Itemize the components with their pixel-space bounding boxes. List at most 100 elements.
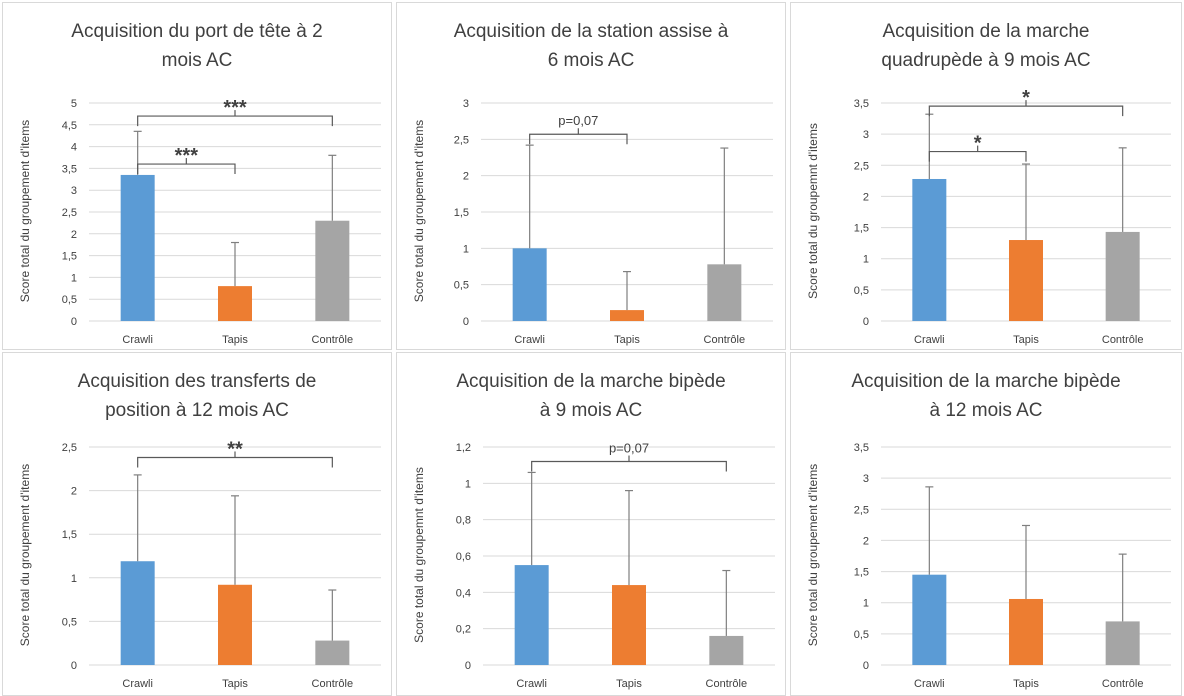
x-tick-label: Tapis xyxy=(222,678,248,690)
y-tick-label: 3 xyxy=(863,473,869,485)
y-tick-label: 1 xyxy=(465,478,471,490)
y-tick-label: 1,5 xyxy=(854,223,869,235)
bar-crawli xyxy=(512,248,547,321)
x-tick-label: Tapis xyxy=(222,334,248,346)
y-tick-label: 0,5 xyxy=(62,294,77,306)
chart-panel-biped-walk-9: 0 0,2 0,4 0,6 0,8 1 1,2 Crawli Tapis Contrôle p=0,… xyxy=(396,352,786,696)
bar-tapis xyxy=(1009,598,1043,665)
y-tick-label: 0,8 xyxy=(456,515,471,527)
y-tick-label: 4 xyxy=(71,142,77,154)
y-tick-label: 3 xyxy=(71,185,77,197)
y-tick-label: 3,5 xyxy=(854,98,869,110)
significance-label: p=0,07 xyxy=(609,441,649,456)
bar-crawli xyxy=(514,565,549,665)
y-tick-label: 2,5 xyxy=(454,134,469,146)
chart-plot: 0 0,5 1 1,5 2 2,5 3 3,5 Crawli Tapis Contrôle xyxy=(854,442,1171,690)
y-axis-label: Score total du groupemnt d'items xyxy=(412,467,426,643)
y-axis-label: Score total du groupement d'items xyxy=(18,463,32,647)
y-tick-label: 2 xyxy=(71,486,77,498)
y-tick-label: 0 xyxy=(463,316,469,328)
y-axis-label: Score total du groupement d'items xyxy=(18,119,32,303)
chart-title: Acquisition du port de tête à 2 mois AC xyxy=(71,21,323,71)
x-tick-label: Crawli xyxy=(122,678,153,690)
x-tick-label: Contrôle xyxy=(704,334,746,346)
x-tick-label: Contrôle xyxy=(1102,334,1144,346)
y-tick-label: 3,5 xyxy=(854,442,869,454)
chart-plot: 0 0,5 1 1,5 2 2,5 3 Crawli Tapis Contrôle p=0,07 xyxy=(454,98,773,346)
y-tick-label: 0,5 xyxy=(62,616,77,628)
bar-controle xyxy=(1105,231,1140,321)
significance-label: *** xyxy=(175,145,199,167)
y-tick-label: 0 xyxy=(863,660,869,672)
bar-crawli xyxy=(912,574,947,665)
y-tick-label: 3 xyxy=(463,98,469,110)
significance-bracket xyxy=(531,460,727,472)
significance-bracket xyxy=(529,133,628,145)
bar-crawli xyxy=(120,174,155,321)
x-tick-label: Tapis xyxy=(1013,334,1039,346)
chart-title: Acquisition de la marche bipède à 12 moi… xyxy=(851,371,1121,421)
y-tick-label: 2 xyxy=(463,171,469,183)
x-tick-label: Contrôle xyxy=(312,678,354,690)
chart-plot: 0 0,2 0,4 0,6 0,8 1 1,2 Crawli Tapis Contrôle p=0,… xyxy=(456,441,775,690)
bar-tapis xyxy=(218,286,252,321)
significance-label: * xyxy=(1022,87,1030,109)
bar-crawli xyxy=(912,178,947,321)
x-tick-label: Tapis xyxy=(614,334,640,346)
y-tick-label: 1 xyxy=(863,254,869,266)
y-tick-label: 2 xyxy=(71,229,77,241)
chart-title: Acquisition de la marche bipède à 9 mois… xyxy=(456,371,726,421)
bar-tapis xyxy=(218,584,252,665)
y-axis-label: Score total du groupement d'items xyxy=(806,463,820,647)
chart-panel-transfers: 0 0,5 1 1,5 2 2,5 Crawli Tapis Contrôle ** Acquis… xyxy=(2,352,392,696)
y-tick-label: 1 xyxy=(863,598,869,610)
x-tick-label: Tapis xyxy=(1013,678,1039,690)
y-tick-label: 2,5 xyxy=(854,504,869,516)
bar-controle xyxy=(707,264,742,321)
y-tick-label: 1 xyxy=(71,573,77,585)
bar-controle xyxy=(709,635,744,665)
bar-tapis xyxy=(612,585,646,665)
y-tick-label: 2,5 xyxy=(854,160,869,172)
x-tick-label: Contrôle xyxy=(706,678,748,690)
y-tick-label: 1,5 xyxy=(454,207,469,219)
chart-title: Acquisition de la marche quadrupède à 9 … xyxy=(881,21,1091,71)
y-tick-label: 0,6 xyxy=(456,551,471,563)
x-tick-label: Crawli xyxy=(914,678,945,690)
bar-tapis xyxy=(1009,240,1043,321)
x-tick-label: Crawli xyxy=(914,334,945,346)
y-tick-label: 1 xyxy=(463,243,469,255)
significance-label: ** xyxy=(227,438,243,460)
bar-controle xyxy=(315,220,350,321)
y-tick-label: 4,5 xyxy=(62,120,77,132)
chart-panel-head-control: 0 0,5 1 1,5 2 2,5 3 3,5 4 4,5 5 Crawli Tapis Contrôle… xyxy=(2,2,392,350)
y-tick-label: 2 xyxy=(863,191,869,203)
chart-plot: 0 0,5 1 1,5 2 2,5 3 3,5 4 4,5 5 Crawli Tapis Contrôle… xyxy=(62,97,381,346)
y-tick-label: 0,5 xyxy=(854,629,869,641)
x-tick-label: Crawli xyxy=(516,678,547,690)
significance-label: *** xyxy=(223,97,247,119)
y-tick-label: 1,5 xyxy=(62,251,77,263)
y-tick-label: 0,5 xyxy=(454,280,469,292)
chart-title: Acquisition des transferts de position à… xyxy=(77,371,317,421)
chart-panel-sitting: 0 0,5 1 1,5 2 2,5 3 Crawli Tapis Contrôle p=0,07 A… xyxy=(396,2,786,350)
y-tick-label: 1 xyxy=(71,272,77,284)
chart-plot: 0 0,5 1 1,5 2 2,5 3 3,5 Crawli Tapis Contrôle * * xyxy=(854,87,1171,346)
y-tick-label: 0 xyxy=(863,316,869,328)
y-tick-label: 1,2 xyxy=(456,442,471,454)
y-tick-label: 2,5 xyxy=(62,207,77,219)
y-tick-label: 1,5 xyxy=(854,567,869,579)
x-tick-label: Tapis xyxy=(616,678,642,690)
significance-label: * xyxy=(974,133,982,155)
significance-bracket xyxy=(928,150,1027,162)
chart-panel-biped-walk-12: 0 0,5 1 1,5 2 2,5 3 3,5 Crawli Tapis Contrôle Acqu… xyxy=(790,352,1182,696)
bar-controle xyxy=(315,640,350,665)
y-tick-label: 2,5 xyxy=(62,442,77,454)
y-tick-label: 0,2 xyxy=(456,624,471,636)
y-tick-label: 0,5 xyxy=(854,285,869,297)
y-axis-label: Score total du groupement d'items xyxy=(412,119,426,303)
x-tick-label: Contrôle xyxy=(312,334,354,346)
y-tick-label: 3 xyxy=(863,129,869,141)
y-tick-label: 2 xyxy=(863,535,869,547)
x-tick-label: Crawli xyxy=(514,334,545,346)
